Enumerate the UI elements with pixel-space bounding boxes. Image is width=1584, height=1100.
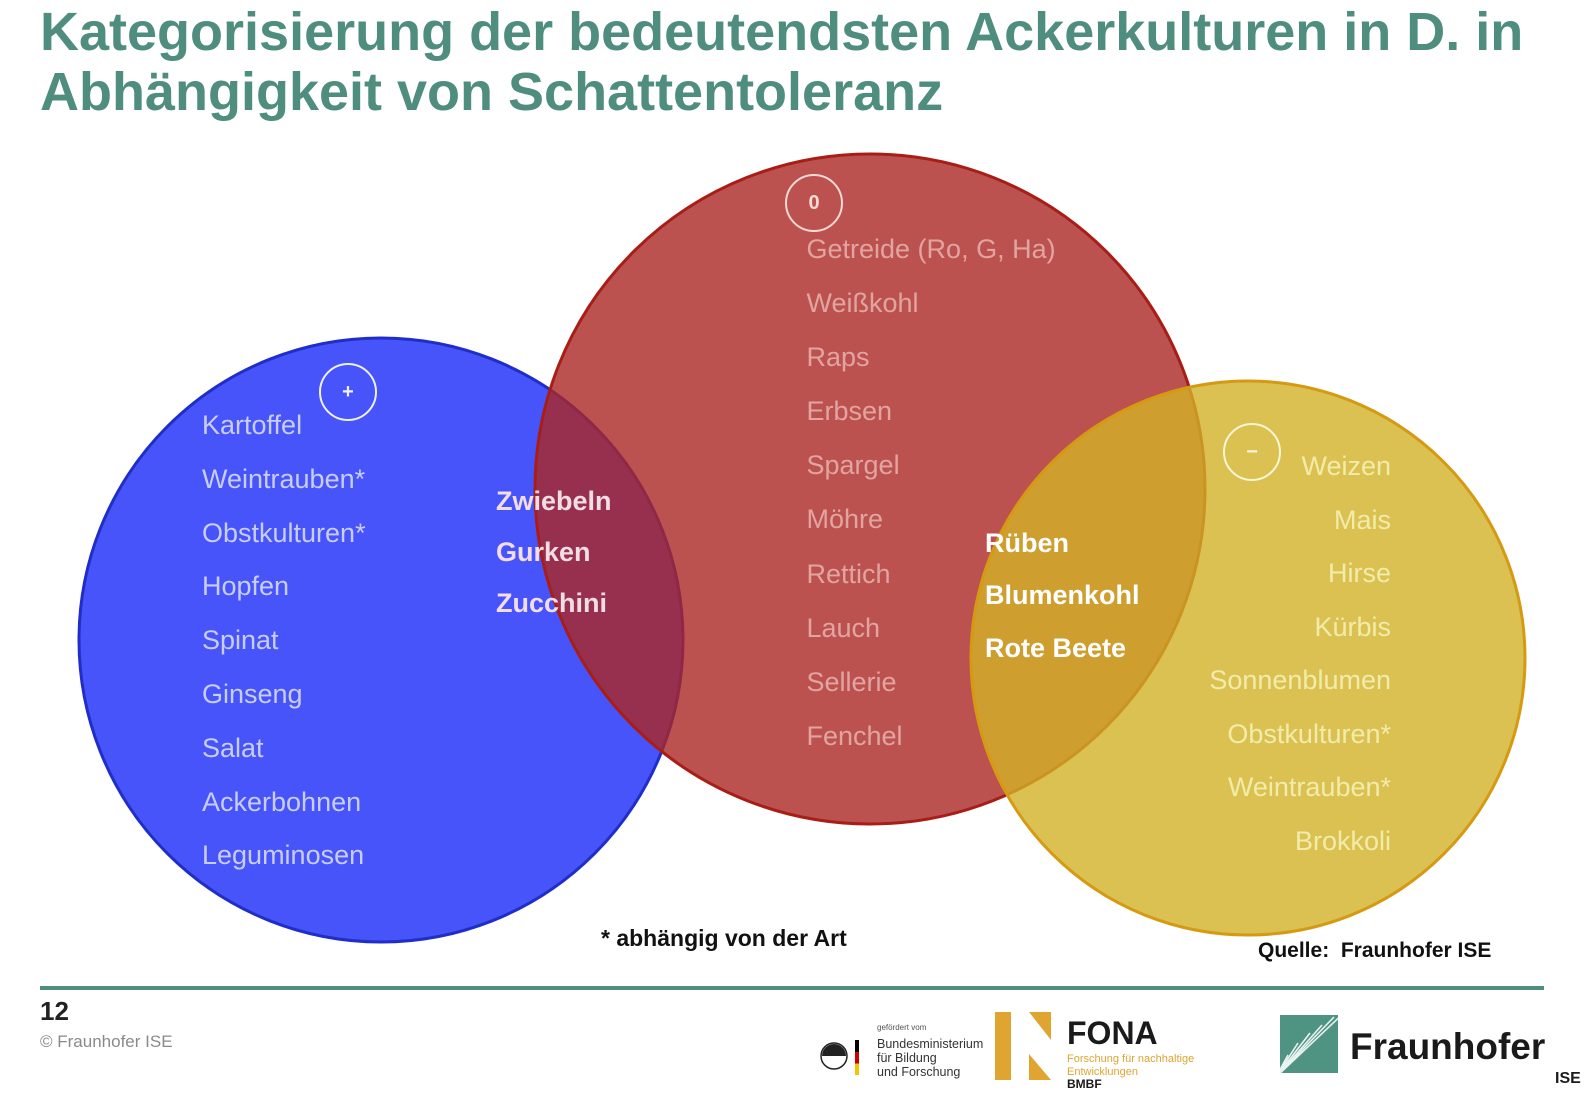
svg-text:Forschung für nachhaltige: Forschung für nachhaltige [1067,1053,1194,1065]
svg-text:und Forschung: und Forschung [877,1065,960,1079]
svg-text:Fraunhofer: Fraunhofer [1350,1026,1545,1067]
svg-text:FONA: FONA [1067,1015,1158,1051]
svg-text:gefördert vom: gefördert vom [877,1023,927,1032]
svg-text:ISE: ISE [1555,1070,1581,1087]
svg-text:BMBF: BMBF [1067,1077,1102,1090]
svg-text:für Bildung: für Bildung [877,1051,937,1065]
svg-text:Bundesministerium: Bundesministerium [877,1037,983,1051]
